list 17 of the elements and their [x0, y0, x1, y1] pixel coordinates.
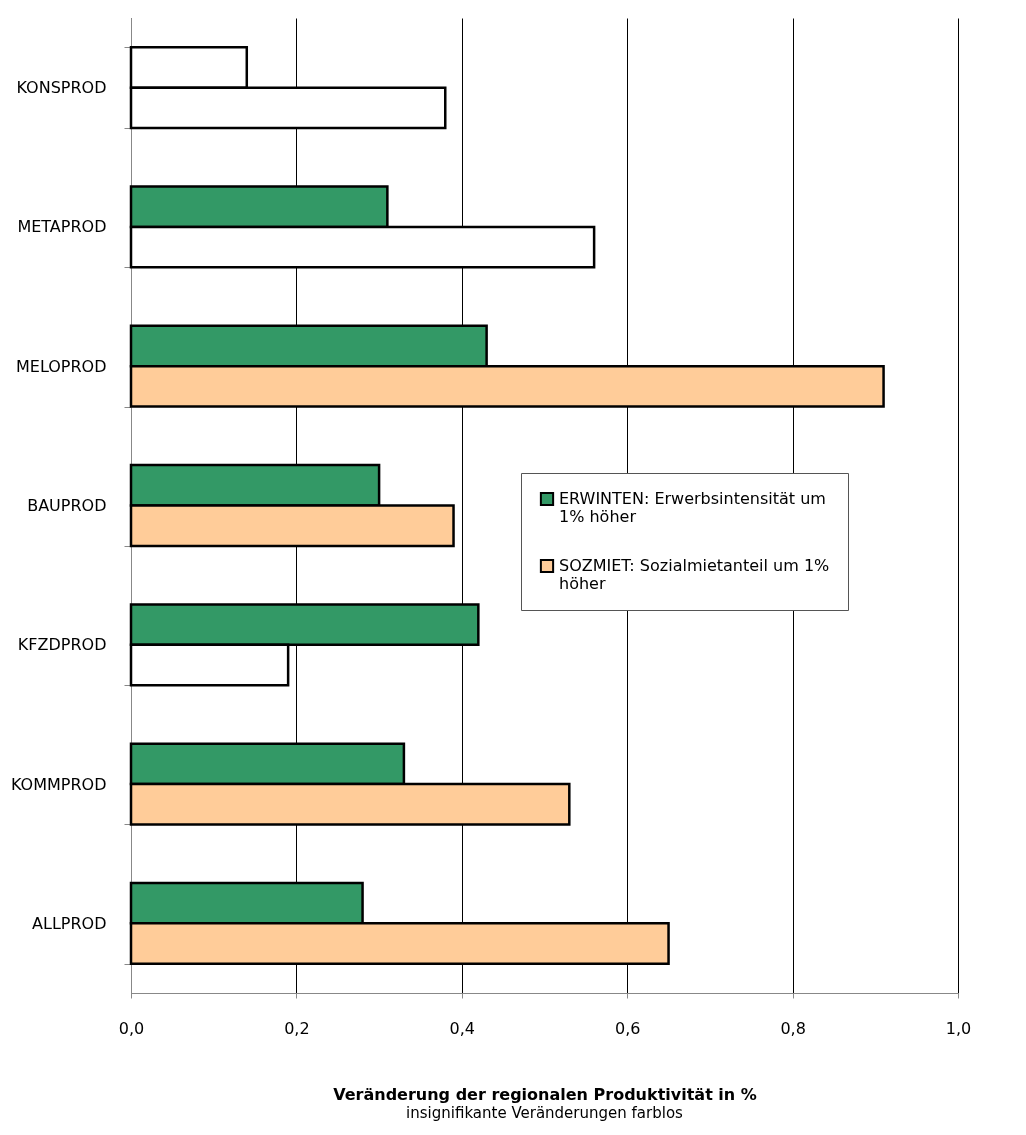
legend-label: SOZMIET: Sozialmietanteil um 1% höher: [559, 556, 830, 593]
y-tick-label: KFZDPROD: [17, 635, 107, 655]
y-tick-label: METAPROD: [17, 217, 107, 237]
x-tick-label: 0,0: [118, 1018, 145, 1038]
x-tick-label: 0,4: [449, 1018, 476, 1038]
y-tick-label: KOMMPROD: [11, 774, 107, 794]
x-tick-label: 1,0: [945, 1018, 972, 1038]
x-tick-label: 0,2: [284, 1018, 310, 1038]
y-tick-label: ALLPROD: [32, 913, 107, 933]
y-tick-label: BAUPROD: [27, 496, 107, 515]
y-tick-label: MELOPROD: [15, 356, 107, 376]
text: insignifikante Veränderungen farblos: [406, 1104, 684, 1122]
x-tick-label: 0,8: [780, 1018, 806, 1038]
x-tick-label: 0,6: [614, 1018, 641, 1038]
x-axis-title: Veränderung der regionalen Produktivität in %: [333, 1084, 757, 1104]
legend-label: ERWINTEN: Erwerbsintensität um 1% höher: [559, 489, 826, 526]
y-tick-label: KONSPROD: [16, 78, 107, 98]
